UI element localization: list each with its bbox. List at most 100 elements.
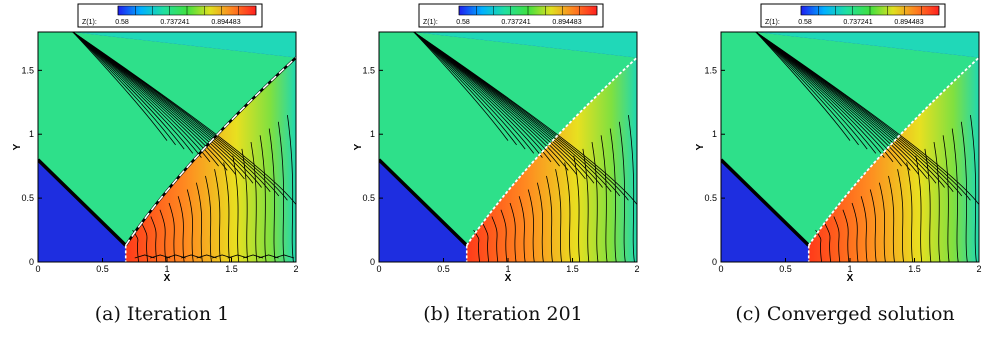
colorbar-tick-label: 0.58 bbox=[115, 19, 129, 26]
contour-line bbox=[268, 128, 276, 262]
bottom-wiggle bbox=[165, 254, 186, 259]
contour-plot-1: 0 0.5 1 1.5 2 0 0.5 1 1.5 X Y Z(1): 0.58 0.737241 0.89… bbox=[12, 3, 299, 284]
fan-contour-line bbox=[72, 32, 185, 150]
contour-line bbox=[159, 209, 167, 262]
contour-line bbox=[897, 169, 904, 262]
contour-line bbox=[951, 128, 959, 262]
wedge-boundary bbox=[721, 158, 810, 247]
fan-contour-line bbox=[413, 32, 637, 205]
fan-contour-line bbox=[72, 32, 176, 146]
fan-contour-line bbox=[72, 32, 168, 141]
fan-contour-line bbox=[72, 32, 228, 171]
fan-contour-line bbox=[755, 32, 979, 205]
contour-line bbox=[924, 148, 932, 262]
x-tick-label: 1 bbox=[847, 264, 852, 274]
contour-line bbox=[546, 175, 553, 262]
x-tick-label: 0 bbox=[35, 264, 40, 274]
contour-line bbox=[915, 155, 923, 262]
y-tick-label: 0 bbox=[29, 257, 34, 267]
fan-contour-line bbox=[413, 32, 526, 150]
fan-contour-line bbox=[413, 32, 569, 171]
x-tick-label: 2 bbox=[976, 264, 981, 274]
shock-dash bbox=[125, 56, 296, 246]
bottom-wiggle bbox=[227, 254, 248, 259]
colorbar-label: Z(1): bbox=[765, 19, 780, 26]
fan-contour-line bbox=[413, 32, 517, 146]
y-tick-label: 1 bbox=[370, 129, 375, 139]
colorbar-tick-label: 0.58 bbox=[798, 19, 812, 26]
panel-iteration-1: 0 0.5 1 1.5 2 0 0.5 1 1.5 X Y Z(1): 0.58 0.737241 0.89… bbox=[12, 0, 312, 341]
fan-contour-line bbox=[72, 32, 194, 154]
contour-line bbox=[942, 135, 950, 262]
green-region bbox=[38, 32, 296, 246]
y-tick-label: 0.5 bbox=[704, 193, 717, 203]
contour-line bbox=[970, 115, 977, 262]
contour-line bbox=[500, 209, 508, 262]
plot-area bbox=[379, 32, 637, 262]
contour-line bbox=[186, 189, 194, 262]
x-tick-label: 1.5 bbox=[908, 264, 921, 274]
fan-contour-line bbox=[755, 32, 859, 146]
colorbar-label: Z(1): bbox=[82, 19, 97, 26]
teal-region bbox=[755, 32, 979, 58]
contour-line bbox=[141, 223, 149, 262]
x-tick-label: 2 bbox=[293, 264, 298, 274]
contour-line bbox=[195, 182, 203, 262]
fan-contour-line bbox=[755, 32, 851, 141]
contour-line bbox=[851, 202, 859, 262]
fan-contour-line bbox=[755, 32, 902, 167]
fan-contour-line bbox=[413, 32, 543, 158]
contour-line bbox=[491, 216, 499, 262]
contour-line bbox=[287, 115, 294, 262]
y-tick-label: 0 bbox=[370, 257, 375, 267]
teal-region bbox=[413, 32, 637, 58]
colorbar-tick-label: 0.58 bbox=[456, 19, 470, 26]
colorbar-legend: Z(1): 0.58 0.737241 0.894483 bbox=[760, 3, 946, 28]
panel-iteration-201: 0 0.5 1 1.5 2 0 0.5 1 1.5 X Y Z(1): 0.58 0.737241 0.89… bbox=[353, 0, 653, 341]
contour-line bbox=[214, 169, 221, 262]
contour-line bbox=[960, 121, 968, 262]
x-tick-label: 1.5 bbox=[566, 264, 579, 274]
contour-line bbox=[232, 155, 240, 262]
colorbar-tick-label: 0.894483 bbox=[211, 19, 240, 26]
bottom-wiggle bbox=[258, 254, 279, 259]
plot-area bbox=[38, 32, 296, 262]
fan-contour-line bbox=[413, 32, 578, 175]
contour-line bbox=[933, 142, 941, 262]
bottom-wiggle bbox=[196, 254, 217, 259]
x-tick-label: 0 bbox=[718, 264, 723, 274]
contour-line bbox=[573, 155, 581, 262]
x-tick-label: 0.5 bbox=[779, 264, 792, 274]
bottom-wiggle bbox=[181, 254, 202, 259]
fan-region bbox=[808, 57, 979, 262]
x-axis-label: X bbox=[847, 273, 854, 284]
fan-contour-line bbox=[755, 32, 937, 184]
x-tick-label: 1 bbox=[164, 264, 169, 274]
panel-converged: 0 0.5 1 1.5 2 0 0.5 1 1.5 X Y Z(1): 0.58 0.737241 0.89… bbox=[695, 0, 982, 341]
contour-line bbox=[509, 202, 517, 262]
y-tick-label: 1.5 bbox=[21, 65, 34, 75]
bottom-wiggle bbox=[212, 254, 233, 259]
fan-contour-line bbox=[72, 32, 237, 175]
contour-line bbox=[241, 148, 249, 262]
y-axis-label: Y bbox=[695, 143, 706, 150]
bottom-wiggle bbox=[150, 254, 171, 259]
contour-line bbox=[205, 175, 212, 262]
fan-contour-line bbox=[755, 32, 911, 171]
fan-region bbox=[125, 57, 296, 262]
fan-contour-line bbox=[72, 32, 296, 205]
contour-line bbox=[555, 169, 562, 262]
shock-line bbox=[465, 56, 637, 246]
contour-line bbox=[536, 182, 544, 262]
colorbar-label: Z(1): bbox=[423, 19, 438, 26]
colorbar-legend: Z(1): 0.58 0.737241 0.894483 bbox=[77, 3, 263, 28]
y-axis-label: Y bbox=[12, 143, 23, 150]
fan-contour-line bbox=[413, 32, 560, 167]
fan-contour-line bbox=[755, 32, 920, 175]
contour-line bbox=[833, 216, 841, 262]
fan-contour-line bbox=[72, 32, 202, 158]
teal-region bbox=[72, 32, 296, 58]
fan-contour-line bbox=[413, 32, 535, 154]
shock-line bbox=[807, 56, 979, 246]
wedge-boundary bbox=[38, 158, 127, 247]
